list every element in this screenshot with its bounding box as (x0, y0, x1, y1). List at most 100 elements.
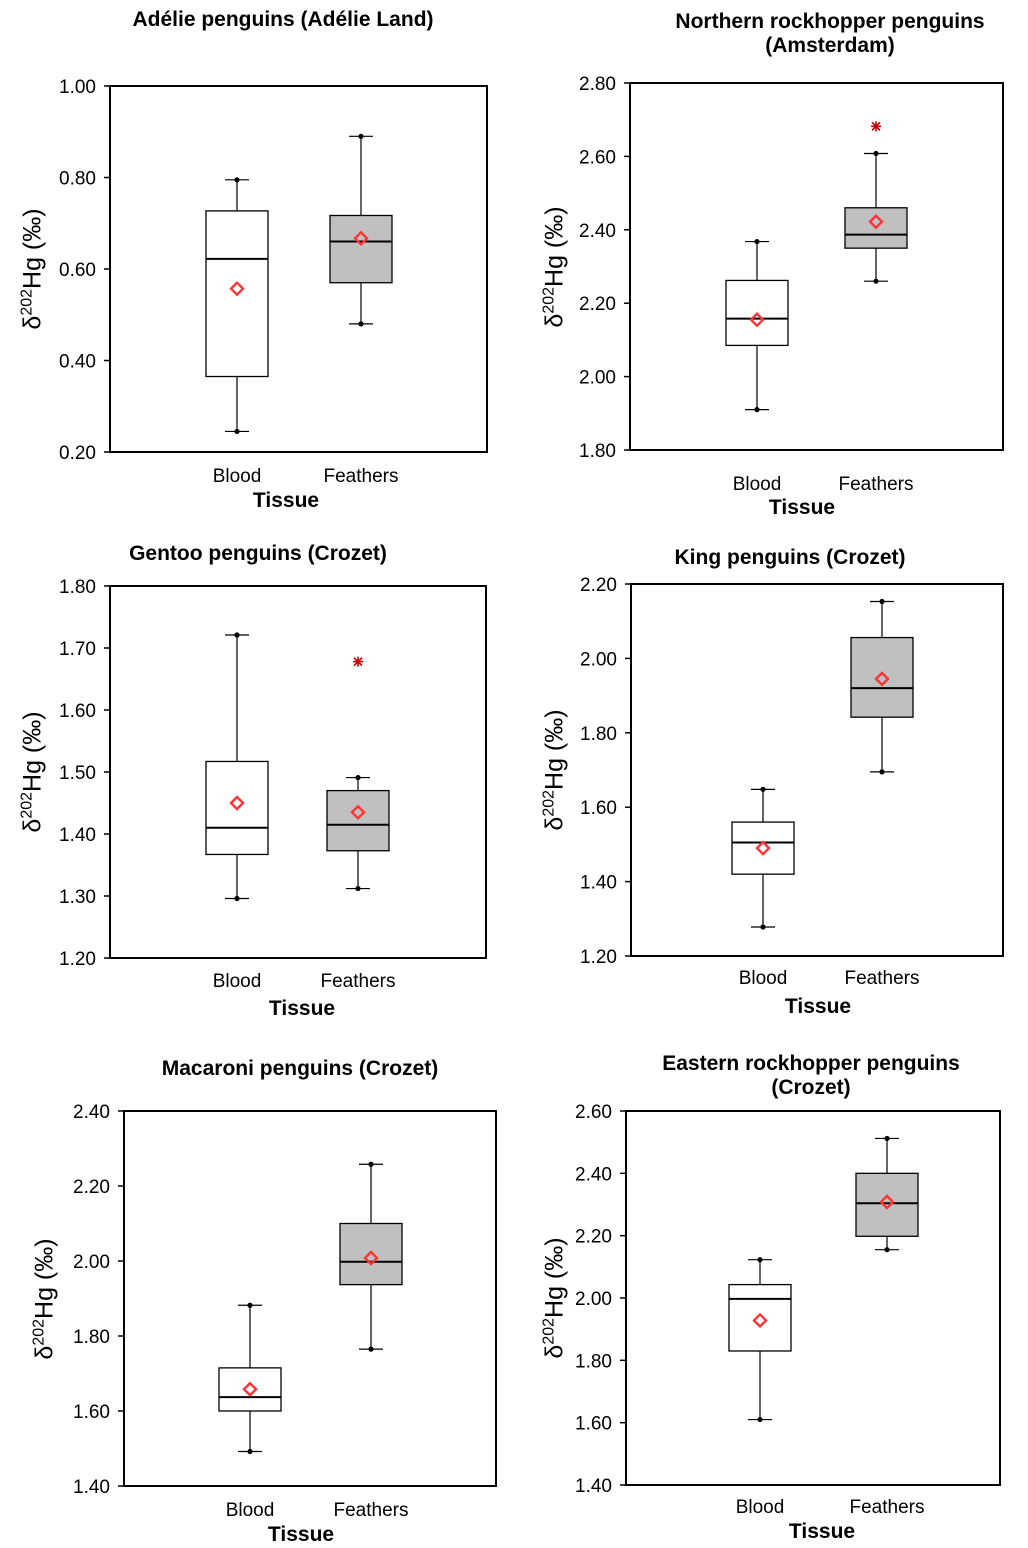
whisker-end-dot (879, 598, 885, 605)
x-tick-label: Blood (213, 466, 262, 487)
whisker-end-dot (358, 133, 364, 139)
y-tick-label: 1.40 (575, 1476, 612, 1497)
x-axis-label: Tissue (268, 997, 336, 1020)
whisker-end-dot (757, 1257, 763, 1263)
diamond-icon (353, 230, 369, 247)
whisker-end-dot (358, 321, 364, 327)
y-tick-label: 0.20 (59, 443, 96, 464)
y-tick-label: 1.80 (579, 441, 616, 462)
box-plot-feathers (326, 656, 390, 892)
y-tick-label: 1.00 (59, 77, 96, 98)
diamond-icon (879, 1194, 895, 1210)
y-tick-label: 1.40 (59, 825, 96, 846)
diamond-icon (363, 1250, 379, 1266)
whisker-end-dot (247, 1448, 253, 1455)
x-tick-label: Blood (739, 968, 788, 989)
y-tick-label: 2.00 (575, 1289, 612, 1310)
x-tick-label: Feathers (324, 466, 399, 487)
diamond-icon (755, 840, 771, 856)
whisker-end-dot (355, 774, 361, 781)
whisker-end-dot (873, 150, 879, 157)
y-tick-label: 1.40 (73, 1477, 110, 1498)
x-tick-label: Feathers (845, 968, 920, 989)
whisker-end-dot (879, 769, 885, 775)
whisker-end-dot (368, 1161, 374, 1167)
box-plot-blood (725, 238, 789, 413)
y-tick-label: 2.20 (575, 1227, 612, 1248)
whisker-end-dot (760, 786, 766, 792)
whisker-end-dot (234, 895, 240, 902)
y-tick-label: 2.20 (73, 1177, 110, 1198)
chart-title-line: Gentoo penguins (Crozet) (129, 542, 387, 565)
box-plot-feathers (844, 121, 908, 284)
whisker-end-dot (368, 1346, 374, 1352)
chart-title-line: Macaroni penguins (Crozet) (161, 1057, 439, 1080)
plot-frame (629, 82, 1004, 451)
whisker-end-dot (234, 428, 240, 435)
y-tick-label: 1.70 (59, 639, 96, 660)
asterisk-icon (871, 121, 881, 132)
y-tick-label: 1.60 (59, 701, 96, 722)
box-plot-blood (731, 786, 795, 930)
x-tick-label: Feathers (850, 1497, 925, 1518)
chart-title-line: Adélie penguins (Adélie Land) (132, 8, 434, 31)
box-iqr (326, 789, 390, 852)
y-tick-label: 1.20 (580, 947, 617, 968)
chart-title-line: (Amsterdam) (765, 34, 895, 57)
y-tick-label: 1.60 (73, 1402, 110, 1423)
whisker-end-dot (884, 1247, 890, 1253)
diamond-icon (752, 1312, 768, 1329)
y-tick-label: 1.80 (59, 577, 96, 598)
whisker-end-dot (234, 632, 240, 638)
whisker-end-dot (754, 407, 760, 413)
chart-title: Gentoo penguins (Crozet) (0, 542, 558, 566)
x-tick-label: Feathers (321, 971, 396, 992)
whisker-end-dot (884, 1135, 890, 1142)
whisker-end-dot (247, 1302, 253, 1308)
x-axis-label: Tissue (252, 489, 320, 512)
box-iqr (218, 1367, 282, 1412)
diamond-icon (874, 671, 890, 687)
x-axis-label: Tissue (788, 1520, 856, 1543)
chart-title-line: King penguins (Crozet) (674, 546, 906, 569)
box-plot-feathers (855, 1135, 919, 1253)
box-plot-feathers (329, 133, 393, 327)
asterisk-icon (353, 656, 363, 667)
x-tick-label: Blood (736, 1497, 785, 1518)
whisker-end-dot (760, 924, 766, 930)
chart-title: Eastern rockhopper penguins (Crozet) (511, 1052, 1028, 1100)
y-tick-label: 2.80 (579, 74, 616, 95)
x-axis-label: Tissue (267, 1523, 335, 1546)
x-tick-label: Feathers (839, 474, 914, 495)
diamond-icon (350, 804, 366, 820)
box-plot-blood (205, 177, 269, 435)
y-tick-label: 1.80 (580, 724, 617, 745)
y-tick-label: 2.40 (579, 221, 616, 242)
y-tick-label: 2.00 (73, 1252, 110, 1273)
y-tick-label: 0.60 (59, 260, 96, 281)
diamond-icon (868, 214, 884, 230)
box-iqr (731, 821, 795, 875)
box-plot-blood (728, 1257, 792, 1423)
plot-frame (630, 583, 1004, 957)
diamond-icon (229, 795, 245, 811)
chart-title-line: (Crozet) (771, 1076, 851, 1099)
y-tick-label: 1.20 (59, 949, 96, 970)
diamond-icon (749, 312, 765, 328)
chart-title: Adélie penguins (Adélie Land) (0, 8, 583, 32)
y-tick-label: 1.80 (73, 1327, 110, 1348)
y-tick-label: 2.00 (579, 368, 616, 389)
y-tick-label: 0.40 (59, 352, 96, 373)
y-tick-label: 2.00 (580, 649, 617, 670)
whisker-end-dot (234, 177, 240, 183)
